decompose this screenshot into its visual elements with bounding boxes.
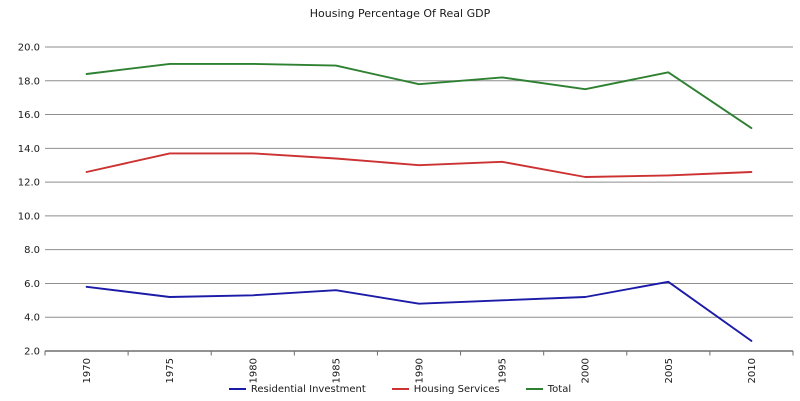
legend-swatch-housing-services — [391, 388, 409, 390]
legend: Residential Investment Housing Services … — [0, 381, 800, 397]
x-tick-label: 2005 — [664, 358, 675, 383]
y-tick-label: 8.0 — [24, 245, 40, 256]
y-tick-label: 14.0 — [18, 144, 40, 155]
x-tick-label: 1990 — [415, 358, 426, 383]
legend-label: Residential Investment — [250, 383, 366, 395]
y-tick-label: 6.0 — [24, 279, 40, 290]
x-tick-label: 1975 — [165, 358, 176, 383]
y-tick-label: 16.0 — [18, 110, 40, 121]
x-tick-label: 1980 — [248, 358, 259, 383]
legend-label: Total — [547, 383, 572, 395]
legend-item-housing-services: Housing Services — [391, 383, 500, 395]
legend-swatch-total — [525, 388, 543, 390]
legend-item-residential-investment: Residential Investment — [228, 383, 366, 395]
x-tick-label: 1970 — [82, 358, 93, 383]
series-line-residential-investment — [85, 280, 753, 342]
y-tick-label: 10.0 — [18, 211, 40, 222]
series-line-total — [85, 62, 753, 130]
y-tick-label: 2.0 — [24, 347, 40, 358]
y-tick-label: 18.0 — [18, 76, 40, 87]
x-tick-label: 1985 — [331, 358, 342, 383]
x-tick-label: 1995 — [498, 358, 509, 383]
legend-swatch-residential-investment — [228, 388, 246, 390]
legend-label: Housing Services — [413, 383, 500, 395]
y-tick-label: 12.0 — [18, 178, 40, 189]
y-tick-label: 20.0 — [18, 43, 40, 54]
y-tick-label: 4.0 — [24, 313, 40, 324]
x-tick-label: 2010 — [747, 358, 758, 383]
x-tick-label: 2000 — [581, 358, 592, 383]
legend-item-total: Total — [525, 383, 572, 395]
chart-title: Housing Percentage Of Real GDP — [309, 7, 491, 20]
series-line-housing-services — [85, 152, 753, 178]
